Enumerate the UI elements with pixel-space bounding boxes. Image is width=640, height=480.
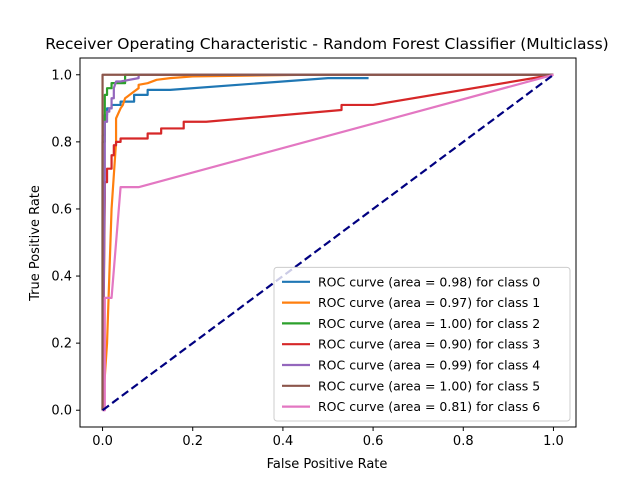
y-axis-label: True Positive Rate (28, 185, 43, 302)
y-tick-label: 0.2 (51, 337, 72, 352)
roc-curve-class-1 (101, 73, 554, 411)
x-axis-ticks: 0.0 0.2 0.4 0.6 0.8 1.0 (92, 427, 564, 449)
legend-label: ROC curve (area = 0.98) for class 0 (318, 274, 540, 289)
roc-curve-class-3 (101, 73, 554, 411)
x-tick-label: 0.0 (92, 434, 113, 449)
x-tick-label: 0.4 (273, 434, 294, 449)
legend-label: ROC curve (area = 0.81) for class 6 (318, 399, 540, 414)
legend-label: ROC curve (area = 0.97) for class 1 (318, 295, 540, 310)
y-tick-label: 0.6 (51, 202, 72, 217)
legend-label: ROC curve (area = 1.00) for class 2 (318, 316, 540, 331)
x-axis-label: False Positive Rate (267, 457, 388, 472)
y-tick-label: 1.0 (51, 68, 72, 83)
y-tick-label: 0.8 (51, 135, 72, 150)
plot-frame (79, 57, 577, 428)
x-tick-label: 0.8 (453, 434, 474, 449)
legend-label: ROC curve (area = 0.90) for class 3 (318, 337, 540, 352)
roc-curve-class-6 (102, 73, 554, 412)
x-tick-label: 0.2 (182, 434, 203, 449)
legend-label: ROC curve (area = 1.00) for class 5 (318, 378, 540, 393)
x-tick-label: 1.0 (543, 434, 564, 449)
roc-curve-class-5 (101, 73, 554, 411)
legend-label: ROC curve (area = 0.99) for class 4 (318, 358, 540, 373)
chance-diagonal-line (101, 73, 555, 412)
y-axis-ticks: 0.0 0.2 0.4 0.6 0.8 1.0 (51, 68, 80, 419)
plot-area (101, 73, 555, 412)
y-tick-label: 0.0 (51, 404, 72, 419)
legend: ROC curve (area = 0.98) for class 0 ROC c… (273, 266, 571, 422)
x-tick-label: 0.6 (363, 434, 384, 449)
y-tick-label: 0.4 (51, 270, 72, 285)
roc-curve-class-4 (101, 73, 554, 411)
chart-title: Receiver Operating Characteristic - Rand… (45, 35, 608, 53)
legend-box (273, 266, 571, 422)
